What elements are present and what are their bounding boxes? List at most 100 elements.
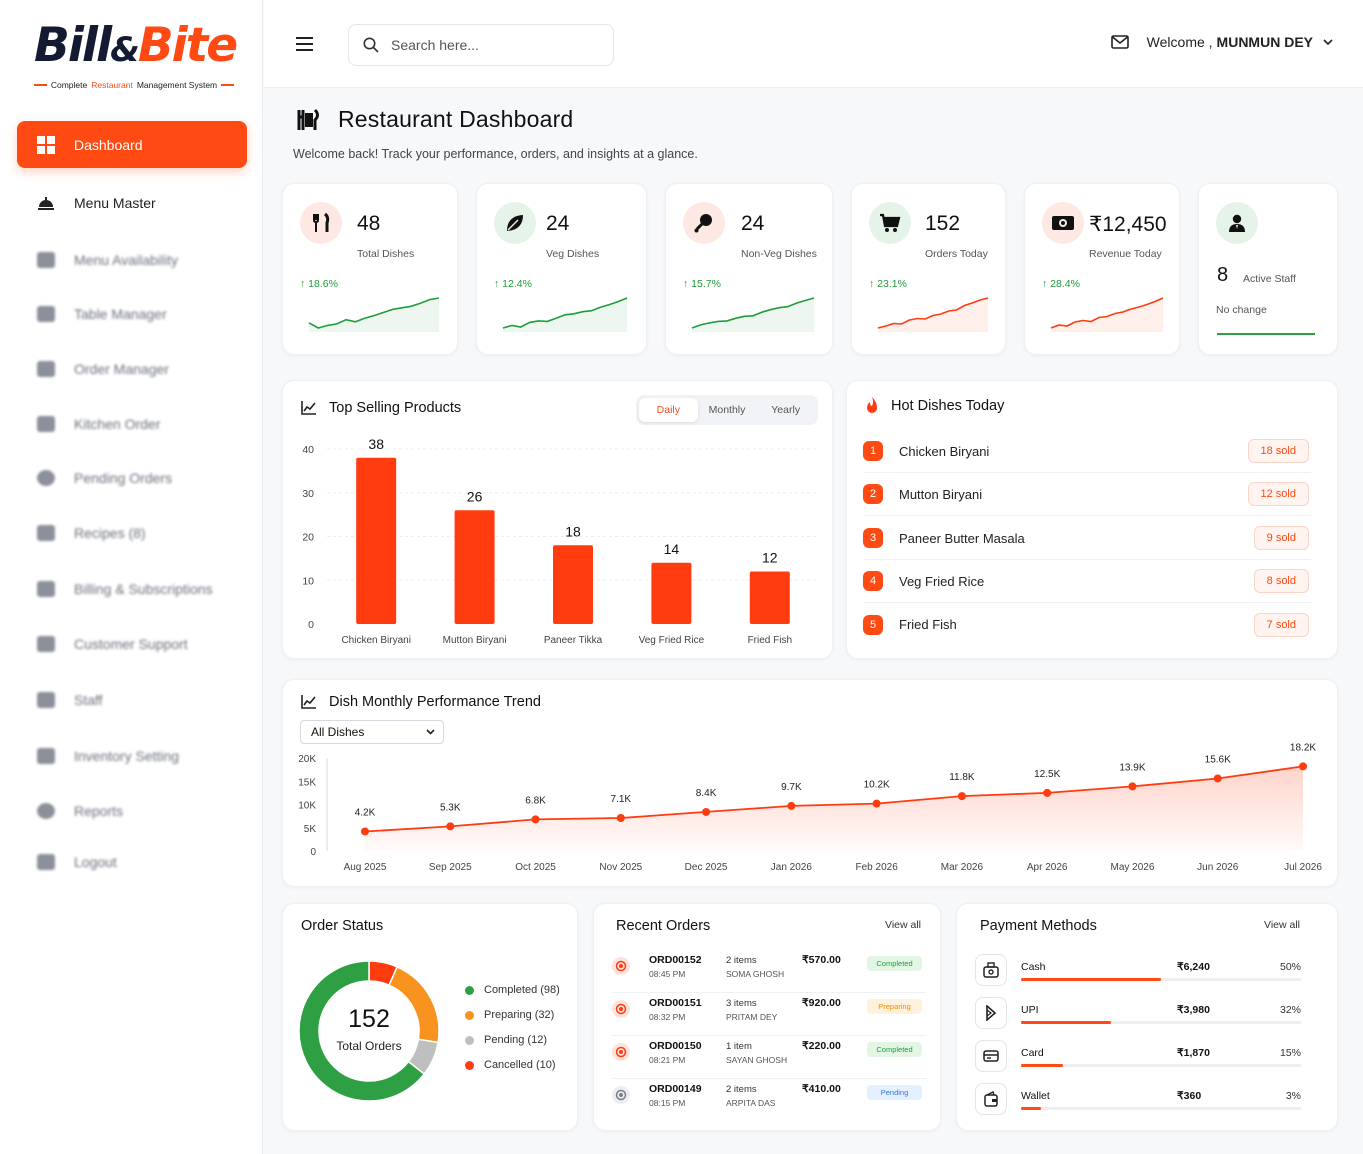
brand-logo[interactable]: Bill&Bite Complete Restaurant Management S… [34,18,238,90]
trend-point[interactable] [1128,782,1137,791]
hot-dishes-title: Hot Dishes Today [891,398,1005,414]
sidebar-item-reports[interactable]: Reports [17,787,247,834]
sidebar-item-dashboard[interactable]: Dashboard [17,121,247,168]
x-tick-label: Sep 2025 [429,862,472,873]
sidebar-item-label: Order Manager [74,360,169,377]
chevron-down-icon [426,729,435,735]
trend-point[interactable] [1299,762,1307,771]
order-row[interactable]: ORD00150 08:21 PM 1 item SAYAN GHOSH ₹220.00… [612,1037,926,1079]
cloche-icon [37,194,55,212]
bar[interactable] [749,571,790,625]
search-input[interactable] [391,37,591,53]
trend-point[interactable] [531,815,540,824]
x-tick-label: Jan 2026 [771,862,813,873]
x-tick-label: Nov 2025 [599,862,642,873]
order-status-icon [612,1043,630,1061]
sidebar-item-kitchen-order[interactable]: Kitchen Order [17,400,247,447]
dish-filter-select[interactable]: All Dishes [300,720,444,744]
fire-icon [865,397,879,415]
sidebar-item-billing[interactable]: Billing & Subscriptions [17,565,247,612]
y-tick-label: 20K [298,754,316,765]
stat-card-orders-today[interactable]: 152 Orders Today ↑ 23.1% [851,183,1006,355]
recent-orders-view-all-link[interactable]: View all [885,919,921,931]
stat-card-total-dishes[interactable]: 48 Total Dishes ↑ 18.6% [282,183,458,355]
bar[interactable] [553,545,593,624]
hot-dish-row[interactable]: 1 Chicken Biryani 18 sold [863,430,1311,473]
hot-dish-row[interactable]: 3 Paneer Butter Masala 9 sold [863,517,1311,560]
sidebar-item-staff[interactable]: Staff [17,676,247,723]
donut-center-value: 152 [348,1005,390,1033]
tab-daily[interactable]: Daily [639,398,698,422]
tab-yearly[interactable]: Yearly [771,404,801,416]
payment-row-cash[interactable]: Cash ₹6,240 50% [975,954,1301,996]
point-value-label: 8.4K [696,788,717,799]
sidebar-item-order-manager[interactable]: Order Manager [17,345,247,392]
order-status-card: Order Status 152 Total Orders Completed … [282,903,578,1131]
chevron-down-icon[interactable] [1323,39,1333,45]
trend-point[interactable] [702,807,711,816]
donut-slice[interactable] [298,960,426,1102]
user-menu[interactable]: Welcome , MUNMUN DEY [1110,34,1333,50]
trend-point[interactable] [872,799,881,808]
trend-area [365,766,1303,851]
point-value-label: 4.2K [355,807,376,818]
bar[interactable] [454,510,495,624]
payment-row-wallet[interactable]: Wallet ₹360 3% [975,1083,1301,1125]
recent-orders-card: Recent Orders View all ORD00152 08:45 PM 2… [593,903,941,1131]
payment-row-upi[interactable]: UPI ₹3,980 32% [975,997,1301,1039]
hot-dish-row[interactable]: 5 Fried Fish 7 sold [863,603,1311,646]
sidebar-item-menu-availability[interactable]: Menu Availability [17,236,247,283]
order-row[interactable]: ORD00149 08:15 PM 2 items ARPITA DAS ₹410.00… [612,1080,926,1122]
sidebar-item-label: Logout [74,853,117,870]
hot-dish-row[interactable]: 4 Veg Fried Rice 8 sold [863,560,1311,603]
payment-view-all-link[interactable]: View all [1264,919,1300,931]
stat-card-active-staff[interactable]: 8 Active Staff No change [1198,183,1338,355]
hot-dishes-card: Hot Dishes Today 1 Chicken Biryani 18 sold… [846,380,1338,659]
tab-monthly[interactable]: Monthly [708,404,746,416]
trend-point[interactable] [1043,788,1052,797]
donut-center-label: Total Orders [336,1039,402,1053]
bar[interactable] [356,457,397,624]
order-status-donut [298,960,440,1102]
trend-point[interactable] [361,827,369,836]
mail-icon[interactable] [1110,35,1129,49]
point-value-label: 7.1K [611,794,632,805]
sidebar-item-label: Kitchen Order [74,415,161,432]
search-box [348,24,614,66]
sidebar-item-recipes[interactable]: Recipes (8) [17,509,247,556]
order-row[interactable]: ORD00152 08:45 PM 2 items SOMA GHOSH ₹570.00… [612,951,926,993]
staff-flat-line [1217,333,1315,335]
sidebar-item-table-manager[interactable]: Table Manager [17,290,247,337]
sparkline-orders-today [877,297,989,332]
card-icon [975,1040,1007,1072]
bar[interactable] [651,562,692,624]
trend-point[interactable] [446,822,455,831]
sidebar-item-inventory[interactable]: Inventory Setting [17,732,247,779]
order-row[interactable]: ORD00151 08:32 PM 3 items PRITAM DEY ₹920.00… [612,994,926,1036]
trend-point[interactable] [787,801,796,810]
sidebar-item-logout[interactable]: Logout [17,838,247,885]
stat-card-nonveg-dishes[interactable]: 24 Non-Veg Dishes ↑ 15.7% [665,183,833,355]
page-subtitle: Welcome back! Track your performance, or… [293,147,698,161]
sidebar-item-customer-support[interactable]: Customer Support [17,620,247,667]
sidebar-item-label: Menu Master [74,194,156,211]
inventory-icon [37,747,55,765]
sidebar-item-menu-master[interactable]: Menu Master [17,179,247,226]
pending-icon [37,469,55,487]
trend-title: Dish Monthly Performance Trend [329,694,541,710]
payment-name: Wallet [1021,1090,1050,1102]
wallet-icon [975,1083,1007,1115]
grid-icon [37,135,55,154]
sidebar-item-pending-orders[interactable]: Pending Orders [17,454,247,501]
payment-row-card[interactable]: Card ₹1,870 15% [975,1040,1301,1082]
trend-point[interactable] [957,792,966,801]
stat-card-revenue-today[interactable]: ₹12,450 Revenue Today ↑ 28.4% [1024,183,1180,355]
hamburger-menu-icon[interactable] [296,37,313,51]
y-tick-label: 30 [302,488,314,500]
order-amount: ₹570.00 [802,954,841,966]
stat-card-veg-dishes[interactable]: 24 Veg Dishes ↑ 12.4% [476,183,647,355]
hot-dish-row[interactable]: 2 Mutton Biryani 12 sold [863,473,1311,516]
trend-point[interactable] [1213,774,1222,783]
trend-point[interactable] [616,813,625,822]
sparkline-nonveg-dishes [691,297,815,332]
